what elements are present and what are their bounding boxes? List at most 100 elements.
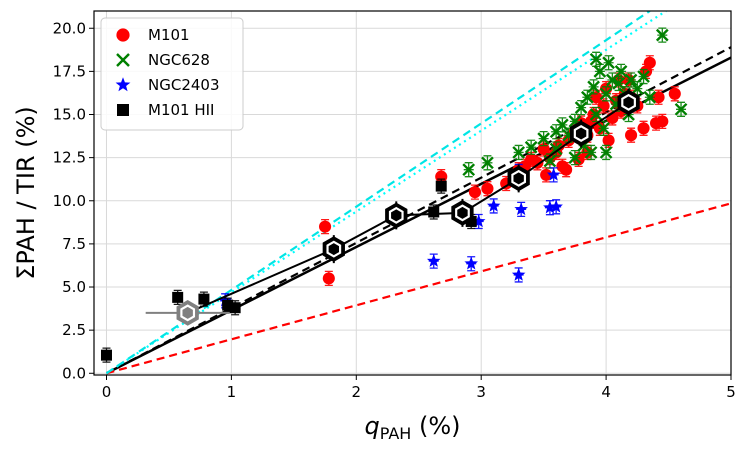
data-point xyxy=(481,182,494,195)
data-point xyxy=(643,90,657,104)
x-tick-label: 4 xyxy=(601,383,611,401)
data-point xyxy=(435,180,447,192)
data-point xyxy=(674,102,688,116)
data-point xyxy=(465,215,477,227)
data-point xyxy=(668,87,681,100)
y-tick-label: 12.5 xyxy=(53,149,86,167)
data-point xyxy=(560,163,573,176)
data-point xyxy=(172,291,184,303)
y-tick-label: 5.0 xyxy=(62,278,86,296)
data-point xyxy=(462,163,476,177)
x-tick-label: 3 xyxy=(476,383,486,401)
data-point xyxy=(100,349,112,361)
legend-label: M101 xyxy=(148,26,190,44)
binned-mean-marker xyxy=(182,306,193,319)
data-point xyxy=(637,70,650,83)
legend-box xyxy=(100,17,244,131)
x-axis-label: qPAH (%) xyxy=(364,412,460,443)
data-point xyxy=(568,151,582,164)
data-point xyxy=(486,198,501,212)
data-point xyxy=(549,199,563,213)
data-point xyxy=(637,122,650,135)
data-point xyxy=(589,108,603,121)
legend-marker xyxy=(116,28,130,42)
plot-frame xyxy=(93,10,732,376)
data-point xyxy=(599,87,613,101)
data-point xyxy=(322,272,335,285)
legend-label: NGC2403 xyxy=(148,76,220,94)
binned-mean-marker xyxy=(575,127,587,140)
y-tick-label: 0.0 xyxy=(62,364,86,382)
binned-mean-marker xyxy=(328,243,340,256)
x-tick-label: 0 xyxy=(102,383,112,401)
data-point xyxy=(599,146,613,159)
data-point xyxy=(655,28,669,42)
y-tick-label: 7.5 xyxy=(62,235,86,253)
data-point xyxy=(624,73,638,87)
data-point xyxy=(602,134,615,147)
data-point xyxy=(656,115,669,128)
data-point xyxy=(319,220,332,233)
y-tick-label: 15.0 xyxy=(53,106,86,124)
data-point xyxy=(643,56,656,69)
y-tick-label: 17.5 xyxy=(53,62,86,80)
data-point xyxy=(537,132,550,146)
x-tick-label: 5 xyxy=(726,383,736,401)
y-axis-label: ΣPAH / TIR (%) xyxy=(12,106,40,279)
legend-entry: M101 HII xyxy=(117,101,214,119)
data-point xyxy=(540,168,553,181)
data-point xyxy=(222,299,234,311)
y-tick-label: 2.5 xyxy=(62,321,86,339)
data-point xyxy=(549,142,563,156)
series-m101-hii xyxy=(100,178,477,363)
legend-marker xyxy=(116,53,130,67)
data-point xyxy=(602,56,615,70)
data-point xyxy=(587,80,600,94)
data-point xyxy=(198,293,210,305)
legend-label: NGC628 xyxy=(148,51,210,69)
legend-entry: NGC628 xyxy=(116,51,210,69)
data-point xyxy=(481,156,494,170)
data-point xyxy=(514,202,528,216)
x-tick-label: 1 xyxy=(227,383,237,401)
data-point xyxy=(428,206,440,218)
series-m101 xyxy=(319,55,681,287)
series-ngc628 xyxy=(462,27,688,178)
data-point xyxy=(464,256,478,270)
data-point xyxy=(625,129,638,142)
binned-mean-marker xyxy=(513,172,524,185)
legend-entry: NGC2403 xyxy=(115,76,220,94)
data-point xyxy=(614,65,628,78)
x-label-unit: (%) xyxy=(411,412,460,440)
x-label-subscript: PAH xyxy=(380,424,412,443)
data-point xyxy=(630,82,644,95)
data-point xyxy=(597,121,610,135)
data-point xyxy=(511,267,526,281)
axis-ticks: 0 1 2 3 4 5 0.0 2.5 5.0 7.5 10.0 12.5 15.0 17.5 20.0 xyxy=(53,19,736,401)
binned-means xyxy=(145,88,640,326)
data-point xyxy=(543,200,557,214)
data-point xyxy=(471,214,486,228)
legend-marker xyxy=(115,77,131,92)
x-label-q: q xyxy=(364,412,379,440)
x-tick-label: 2 xyxy=(352,383,362,401)
legend-label: M101 HII xyxy=(148,101,214,119)
y-tick-label: 20.0 xyxy=(53,19,86,37)
legend: M101 NGC628 NGC2403 M101 HII xyxy=(100,17,244,131)
data-point xyxy=(468,186,482,199)
data-point xyxy=(589,52,603,66)
data-point xyxy=(426,253,441,267)
binned-mean-marker xyxy=(623,96,634,109)
data-point xyxy=(524,140,538,154)
y-tick-label: 10.0 xyxy=(53,192,86,210)
binned-mean-marker xyxy=(391,209,402,222)
data-point xyxy=(546,167,561,181)
fit-line-dashed xyxy=(106,202,731,375)
legend-entry: M101 xyxy=(116,26,190,44)
legend-marker xyxy=(117,104,129,116)
series-ngc2403 xyxy=(218,163,563,309)
data-point xyxy=(584,146,598,159)
data-point xyxy=(652,91,665,104)
data-point xyxy=(512,146,526,159)
